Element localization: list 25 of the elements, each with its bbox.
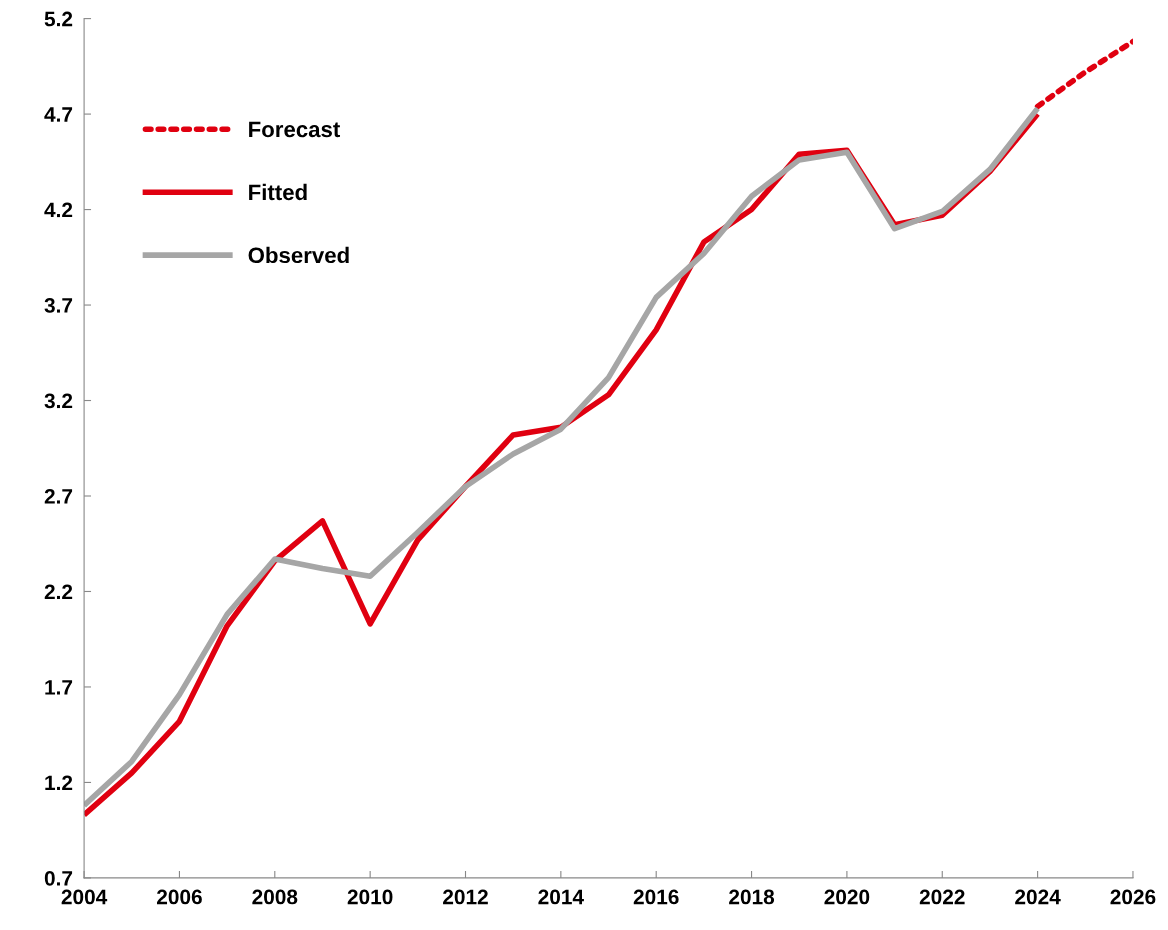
legend-label: Fitted — [249, 183, 307, 201]
y-tick-label: 1.7 — [45, 680, 73, 695]
x-tick-label: 2006 — [157, 889, 202, 905]
x-tick-label: 2010 — [347, 889, 393, 905]
x-tick-label: 2018 — [729, 889, 775, 905]
x-tick-label: 2016 — [633, 889, 679, 905]
x-tick-label: 2022 — [919, 889, 965, 905]
y-tick-label: 5.2 — [44, 11, 73, 27]
y-tick-label: 3.7 — [44, 298, 73, 313]
x-tick-label: 2004 — [61, 889, 108, 905]
x-tick-label: 2026 — [1110, 889, 1156, 905]
x-tick-label: 2012 — [443, 889, 488, 905]
y-tick-label: 0.7 — [44, 870, 73, 886]
y-tick-label: 3.2 — [44, 393, 73, 409]
y-tick-label: 4.2 — [44, 202, 73, 218]
y-tick-label: 2.7 — [44, 489, 73, 504]
y-tick-label: 4.7 — [44, 107, 73, 122]
x-tick-label: 2024 — [1015, 889, 1061, 905]
legend-label: Forecast — [249, 121, 341, 138]
x-tick-label: 2008 — [252, 889, 298, 905]
x-tick-label: 2014 — [538, 889, 584, 905]
x-tick-label: 2020 — [824, 889, 870, 905]
legend-label: Observed — [248, 246, 349, 264]
y-tick-label: 2.2 — [44, 584, 73, 600]
y-tick-label: 1.2 — [45, 775, 73, 790]
